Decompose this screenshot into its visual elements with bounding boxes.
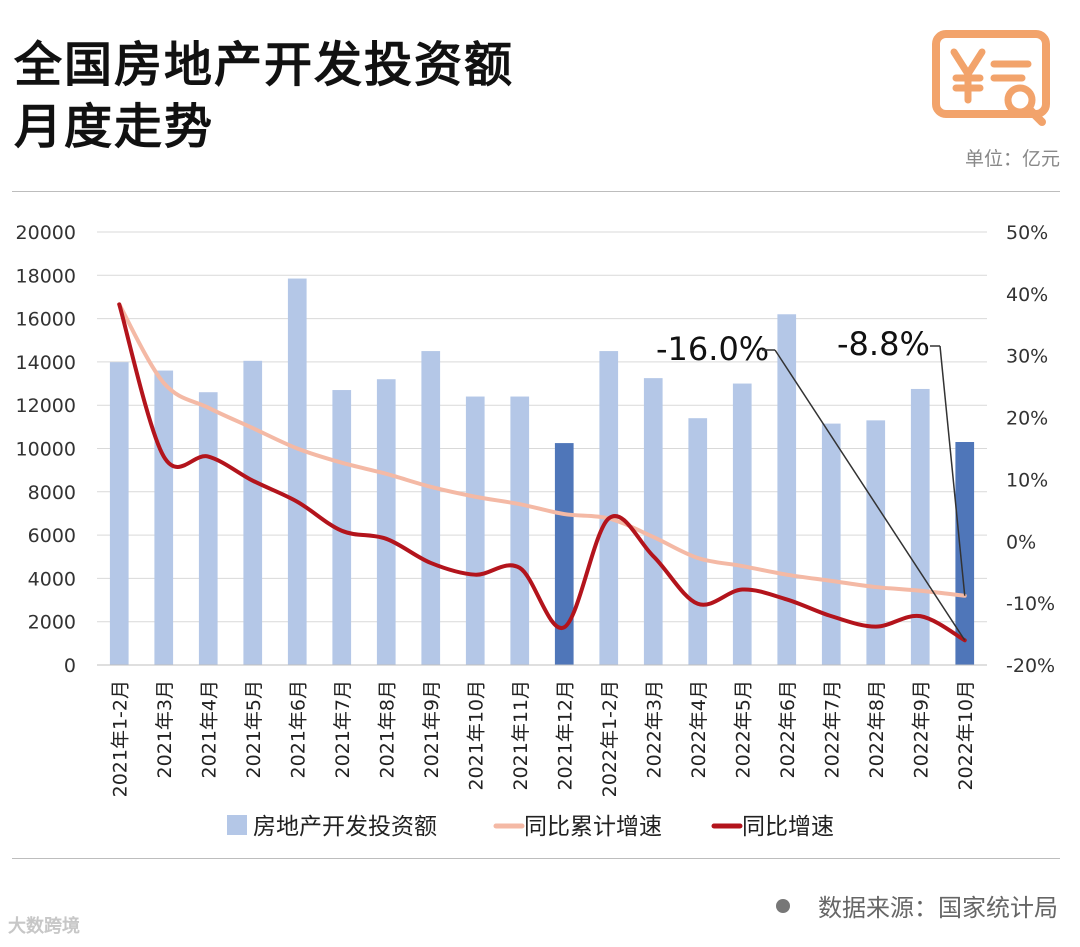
bar bbox=[821, 423, 841, 665]
annotation-label: -8.8% bbox=[837, 325, 930, 363]
bar bbox=[643, 378, 663, 665]
x-tick-label: 2022年8月 bbox=[866, 680, 888, 778]
right-tick-label: 40% bbox=[1006, 284, 1048, 306]
title-line-2: 月度走势 bbox=[14, 99, 215, 155]
left-tick-label: 6000 bbox=[28, 525, 76, 547]
left-tick-label: 12000 bbox=[16, 395, 76, 417]
x-tick-label: 2021年12月 bbox=[554, 680, 576, 791]
bar bbox=[421, 351, 441, 665]
right-axis: -20% -10% 0% 10% 20% 30% 40% 50% bbox=[1006, 222, 1055, 677]
right-tick-label: -20% bbox=[1006, 655, 1055, 677]
right-tick-label: 50% bbox=[1006, 222, 1048, 244]
left-tick-label: 16000 bbox=[16, 309, 76, 331]
bar bbox=[866, 420, 886, 665]
x-tick-label: 2021年8月 bbox=[376, 680, 398, 778]
bar bbox=[109, 362, 129, 665]
x-tick-label: 2021年3月 bbox=[154, 680, 176, 778]
legend-swatch bbox=[227, 815, 247, 835]
left-tick-label: 8000 bbox=[28, 482, 76, 504]
cumulative-growth-line bbox=[117, 302, 967, 598]
bar bbox=[554, 443, 574, 665]
x-tick-label: 2022年10月 bbox=[955, 680, 977, 791]
right-tick-label: 30% bbox=[1006, 346, 1048, 368]
unit-label: 单位：亿元 bbox=[964, 148, 1060, 170]
x-tick-label: 2022年1-2月 bbox=[599, 680, 621, 797]
annotation-label: -16.0% bbox=[656, 330, 769, 368]
right-tick-label: 20% bbox=[1006, 408, 1048, 430]
annotations: -16.0% -8.8% bbox=[656, 325, 966, 641]
divider-top bbox=[12, 191, 1060, 192]
right-tick-label: 0% bbox=[1006, 531, 1036, 553]
x-tick-label: 2021年1-2月 bbox=[109, 680, 131, 797]
right-tick-label: -10% bbox=[1006, 593, 1055, 615]
bar bbox=[465, 396, 485, 665]
bar bbox=[510, 396, 530, 665]
right-tick-label: 10% bbox=[1006, 469, 1048, 491]
brand-watermark: 大数跨境 bbox=[8, 916, 80, 937]
x-tick-label: 2022年3月 bbox=[643, 680, 665, 778]
page-title: 全国房地产开发投资额 月度走势 bbox=[14, 34, 514, 158]
bar bbox=[599, 351, 619, 665]
x-tick-label: 2021年9月 bbox=[421, 680, 443, 778]
title-line-1: 全国房地产开发投资额 bbox=[14, 37, 515, 93]
x-tick-label: 2021年4月 bbox=[198, 680, 220, 778]
x-tick-label: 2022年9月 bbox=[910, 680, 932, 778]
x-tick-label: 2022年6月 bbox=[777, 680, 799, 778]
x-tick-label: 2021年10月 bbox=[465, 680, 487, 791]
left-tick-label: 0 bbox=[64, 655, 76, 677]
combo-chart: 0 2000 4000 6000 8000 10000 12000 14000 16000 180… bbox=[16, 222, 1056, 840]
x-tick-label: 2021年7月 bbox=[332, 680, 354, 778]
bar bbox=[910, 388, 930, 665]
annotation-leader bbox=[939, 345, 966, 596]
legend-label: 房地产开发投资额 bbox=[253, 814, 437, 840]
x-tick-label: 2021年6月 bbox=[287, 680, 309, 778]
receipt-search-icon bbox=[932, 30, 1050, 126]
legend-label: 同比增速 bbox=[742, 814, 834, 840]
line-series bbox=[117, 302, 967, 643]
bar bbox=[955, 442, 975, 665]
x-tick-label: 2021年5月 bbox=[243, 680, 265, 778]
left-tick-label: 18000 bbox=[16, 265, 76, 287]
x-tick-label: 2022年5月 bbox=[732, 680, 754, 778]
x-tick-label: 2022年4月 bbox=[688, 680, 710, 778]
bullet-icon bbox=[776, 898, 790, 913]
bar bbox=[198, 392, 218, 665]
annotation-leader bbox=[774, 349, 966, 641]
x-axis: 2021年1-2月 2021年3月 2021年4月 2021年5月 2021年6月 202… bbox=[97, 664, 987, 797]
left-tick-label: 20000 bbox=[16, 222, 76, 244]
bar bbox=[243, 360, 263, 665]
bar bbox=[688, 418, 708, 665]
x-tick-label: 2021年11月 bbox=[510, 680, 532, 791]
yoy-growth-line bbox=[117, 302, 967, 643]
left-tick-label: 14000 bbox=[16, 352, 76, 374]
bar bbox=[154, 370, 174, 665]
bar bbox=[376, 379, 396, 665]
divider-bottom bbox=[12, 858, 1060, 859]
bar bbox=[332, 390, 352, 665]
source-text: 数据来源：国家统计局 bbox=[818, 894, 1058, 922]
source-note: 数据来源：国家统计局 bbox=[776, 888, 1058, 923]
left-tick-label: 10000 bbox=[16, 439, 76, 461]
legend: 房地产开发投资额 同比累计增速 同比增速 bbox=[227, 814, 834, 840]
legend-label: 同比累计增速 bbox=[524, 814, 662, 840]
x-tick-label: 2022年7月 bbox=[821, 680, 843, 778]
left-tick-label: 4000 bbox=[28, 568, 76, 590]
bar bbox=[732, 383, 752, 665]
left-tick-label: 2000 bbox=[28, 612, 76, 634]
left-axis: 0 2000 4000 6000 8000 10000 12000 14000 16000 180… bbox=[16, 222, 76, 677]
bar bbox=[287, 278, 307, 665]
